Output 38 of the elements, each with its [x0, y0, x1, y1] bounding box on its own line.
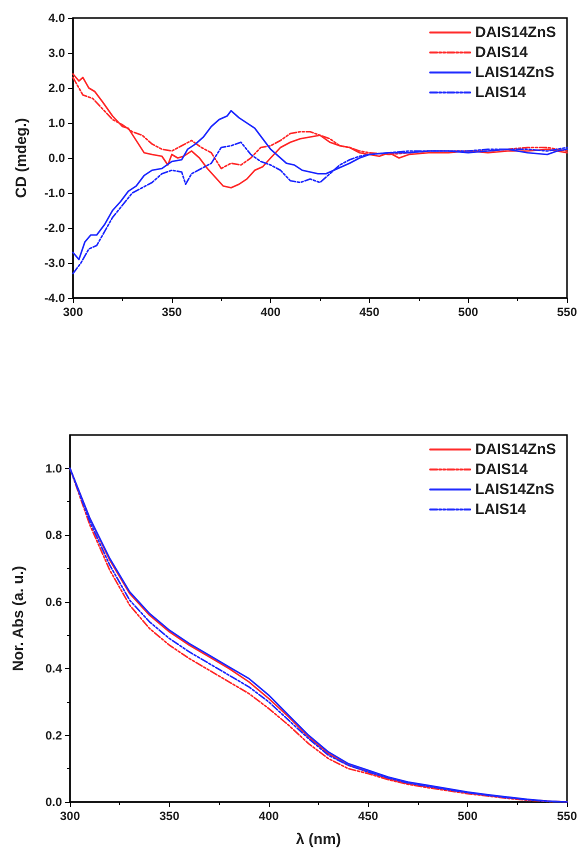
y-tick-label: 1.0 [48, 116, 66, 130]
legend-label: DAIS14ZnS [475, 24, 556, 41]
x-tick-label: 400 [258, 809, 280, 823]
legend-label: DAIS14ZnS [475, 441, 556, 458]
legend-label: LAIS14 [475, 501, 527, 518]
legend-label: LAIS14ZnS [475, 64, 554, 81]
y-tick-label: 1.0 [45, 461, 62, 476]
legend-label: DAIS14 [475, 44, 528, 61]
y-tick-label: 3.0 [48, 46, 66, 60]
legend-label: LAIS14ZnS [475, 481, 554, 498]
x-tick-label: 350 [159, 809, 180, 823]
x-tick-label: 450 [359, 305, 380, 319]
y-tick-label: 0.0 [45, 795, 62, 809]
y-tick-label: -4.0 [44, 291, 66, 305]
x-tick-label: 300 [60, 809, 80, 823]
x-tick-label: 500 [458, 305, 479, 319]
x-axis-title: λ (nm) [296, 831, 342, 848]
legend-label: LAIS14 [475, 84, 527, 101]
y-axis-title: CD (mdeg.) [13, 118, 30, 198]
y-axis-title: Nor. Abs (a. u.) [10, 566, 27, 672]
x-tick-label: 300 [62, 305, 84, 319]
x-tick-label: 400 [260, 305, 281, 319]
y-tick-label: 2.0 [48, 81, 66, 95]
y-tick-label: -2.0 [44, 221, 66, 235]
y-tick-label: 0.0 [48, 151, 66, 165]
x-tick-label: 550 [556, 305, 578, 319]
x-tick-label: 350 [162, 305, 182, 319]
x-tick-label: 550 [556, 809, 578, 823]
y-tick-label: -1.0 [44, 186, 66, 200]
y-tick-label: 0.6 [45, 594, 62, 609]
y-tick-label: 0.8 [45, 528, 62, 542]
y-tick-label: 0.4 [45, 662, 62, 676]
y-tick-label: 0.2 [45, 728, 62, 742]
x-tick-label: 450 [358, 809, 379, 823]
y-tick-label: -3.0 [44, 256, 66, 270]
legend-label: DAIS14 [475, 461, 528, 478]
x-tick-label: 500 [458, 809, 478, 823]
y-tick-label: 4.0 [48, 11, 66, 25]
